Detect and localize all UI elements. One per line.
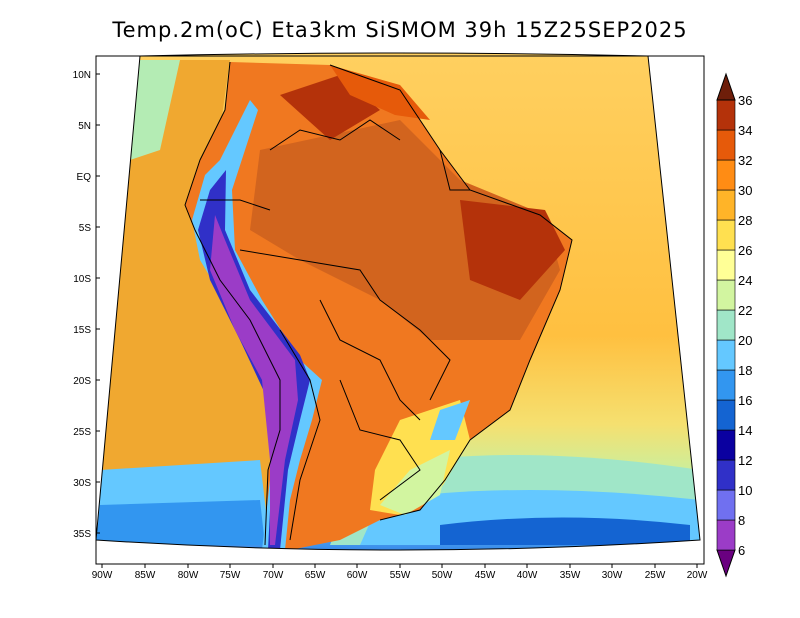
lat-tick-label: 30S [73,478,91,489]
colorbar-label: 24 [738,273,752,288]
longitude-tick-marks [101,564,698,568]
lon-tick-label: 25W [645,570,666,581]
colorbar-segment [716,279,736,311]
colorbar-segment [716,99,736,131]
lon-tick-label: 30W [602,570,623,581]
colorbar-segment [716,159,736,191]
lon-tick-label: 65W [305,570,326,581]
lon-tick-label: 20W [687,570,708,581]
country-borders [184,61,573,546]
colorbar-label: 34 [738,123,752,138]
colorbar-label: 16 [738,393,752,408]
lon-tick-label: 35W [560,570,581,581]
lon-tick-label: 75W [220,570,241,581]
latitude-axis: 10N 5N EQ 5S 10S 15S 20S 25S 30S 35S [73,70,92,540]
colorbar-label: 14 [738,423,752,438]
lat-tick-label: 5S [79,223,92,234]
temperature-field [96,53,700,550]
latitude-tick-marks [96,73,100,534]
lat-tick-label: 35S [73,529,91,540]
lon-tick-label: 40W [517,570,538,581]
colorbar-label: 6 [738,543,745,558]
colorbar-segment [716,129,736,161]
lon-tick-label: 45W [475,570,496,581]
colorbar-segment [716,489,736,521]
domain-outline [95,52,701,551]
colorbar-segment [716,369,736,401]
colorbar-triangle-high [716,72,736,101]
colorbar-segment [716,519,736,551]
lat-tick-label: 5N [78,121,91,132]
colorbar-label: 30 [738,183,752,198]
colorbar-segment [716,189,736,221]
colorbar-label: 18 [738,363,752,378]
colorbar-segment [716,219,736,251]
lon-tick-label: 85W [135,570,156,581]
colorbar-label: 10 [738,483,752,498]
lon-tick-label: 55W [390,570,411,581]
colorbar-segment [716,249,736,281]
colorbar-label: 32 [738,153,752,168]
colorbar-label: 20 [738,333,752,348]
colorbar-segment [716,399,736,431]
lat-tick-label: 15S [73,325,91,336]
lat-tick-label: 10S [73,274,91,285]
longitude-axis: 90W 85W 80W 75W 70W 65W 60W 55W 50W 45W … [92,570,708,581]
colorbar-segment [716,339,736,371]
lon-tick-label: 60W [347,570,368,581]
colorbar-segment [716,429,736,461]
lat-tick-label: EQ [77,172,92,183]
colorbar-triangle-low [716,549,736,578]
lon-tick-label: 70W [263,570,284,581]
colorbar-label: 22 [738,303,752,318]
lat-tick-label: 10N [73,70,91,81]
lon-tick-label: 80W [178,570,199,581]
colorbar-label: 36 [738,93,752,108]
colorbar-label: 8 [738,513,745,528]
lat-tick-label: 20S [73,376,91,387]
colorbar-label: 26 [738,243,752,258]
colorbar-label: 12 [738,453,752,468]
colorbar: 6 8 10 12 14 16 18 20 22 24 26 28 30 32 34 36 [716,72,752,578]
lon-tick-label: 90W [92,570,113,581]
lon-tick-label: 50W [432,570,453,581]
lat-tick-label: 25S [73,427,91,438]
map-title: Temp.2m(oC) Eta3km SiSMOM 39h 15Z25SEP20… [112,18,688,42]
colorbar-label: 28 [738,213,752,228]
colorbar-segment [716,309,736,341]
colorbar-segment [716,459,736,491]
